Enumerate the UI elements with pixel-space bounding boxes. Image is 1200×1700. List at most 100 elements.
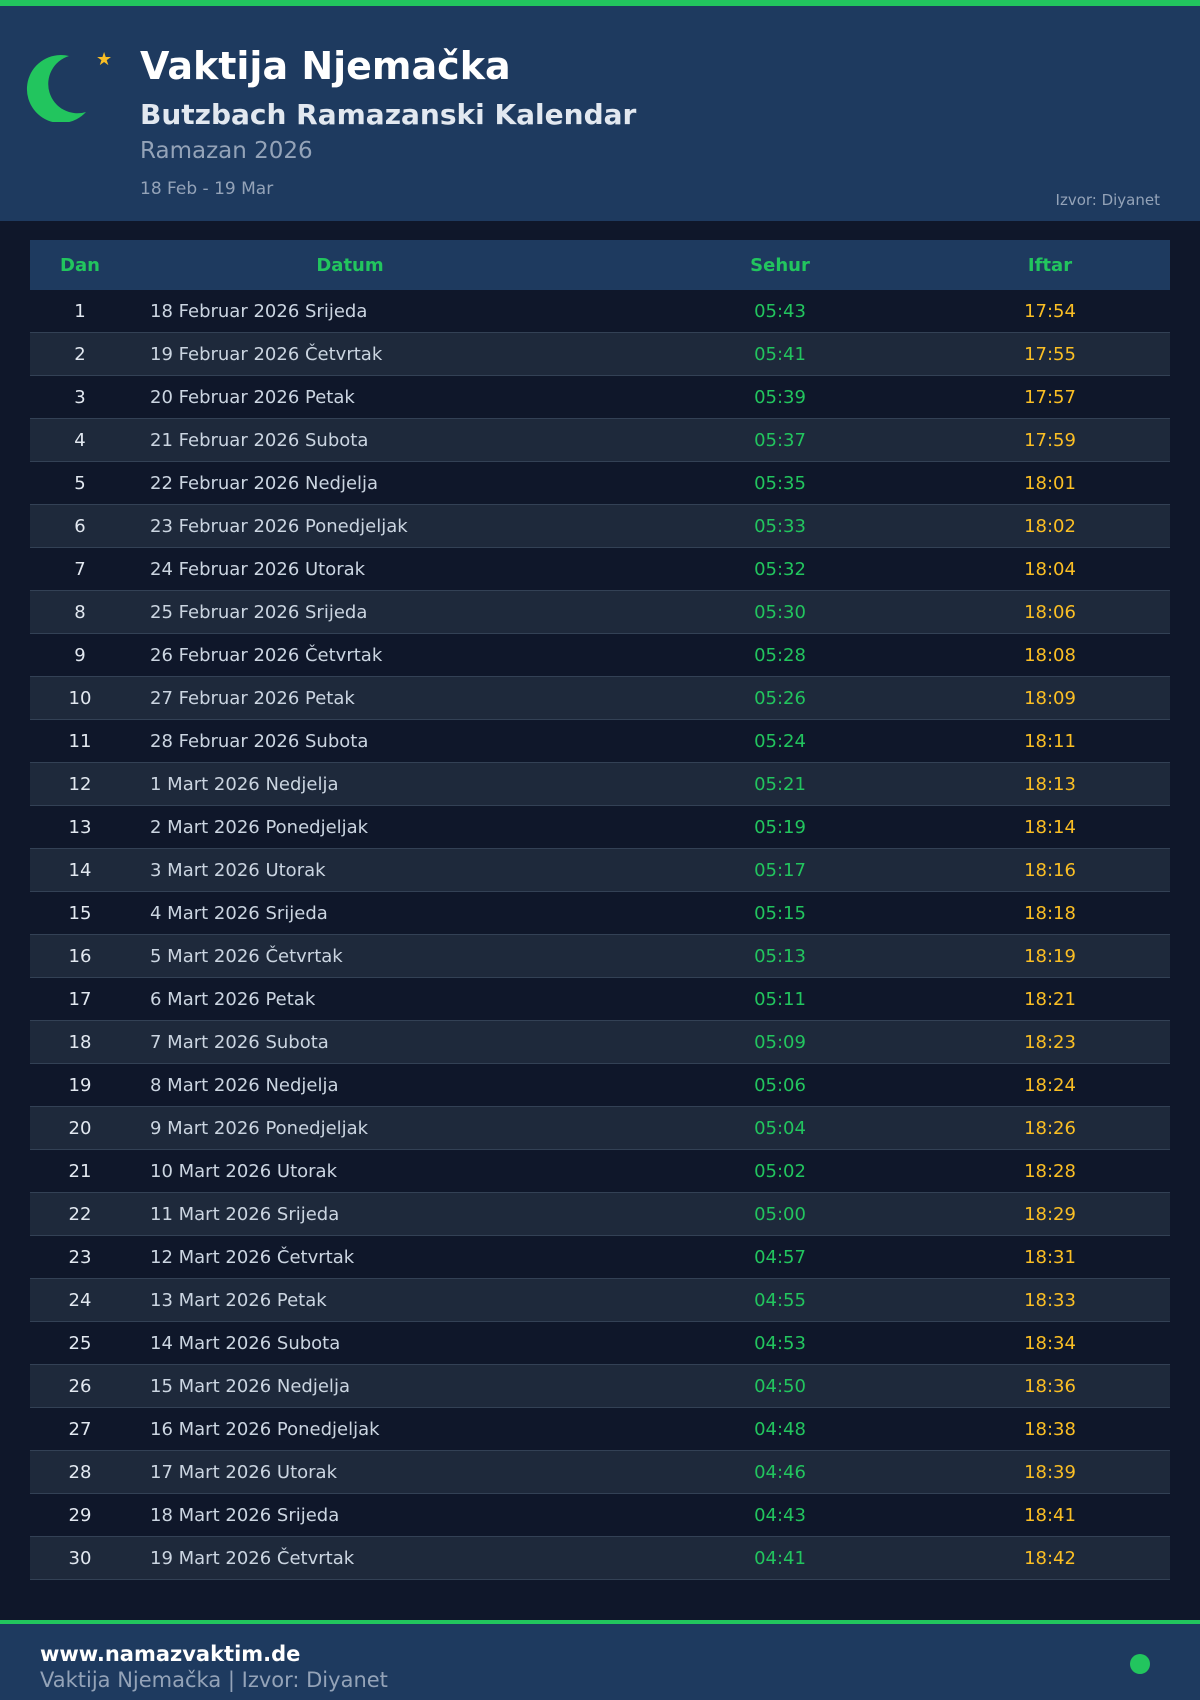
- table-row: 17 6 Mart 2026 Petak 05:11 18:21: [30, 978, 1170, 1021]
- day-number: 26: [68, 1375, 92, 1397]
- table-row: 19 8 Mart 2026 Nedjelja 05:06 18:24: [30, 1064, 1170, 1107]
- day-number: 27: [68, 1418, 92, 1440]
- day-number: 4: [74, 429, 86, 451]
- date: 12 Mart 2026 Četvrtak: [150, 1246, 355, 1268]
- date: 22 Februar 2026 Nedjelja: [150, 472, 379, 494]
- table-row: 3 20 Februar 2026 Petak 05:39 17:57: [30, 376, 1170, 419]
- day-number: 9: [74, 644, 86, 666]
- iftar-time: 17:55: [1024, 343, 1076, 365]
- iftar-time: 18:09: [1024, 687, 1076, 709]
- table-row: 1 18 Februar 2026 Srijeda 05:43 17:54: [30, 290, 1170, 333]
- sehur-time: 04:57: [754, 1246, 806, 1268]
- sehur-time: 05:30: [754, 601, 806, 623]
- iftar-time: 18:29: [1024, 1203, 1076, 1225]
- table-row: 8 25 Februar 2026 Srijeda 05:30 18:06: [30, 591, 1170, 634]
- table-row: 6 23 Februar 2026 Ponedjeljak 05:33 18:02: [30, 505, 1170, 548]
- page-subtitle: Butzbach Ramazanski Kalendar: [140, 98, 637, 131]
- iftar-time: 18:13: [1024, 773, 1076, 795]
- day-number: 6: [74, 515, 86, 537]
- day-number: 3: [74, 386, 86, 408]
- iftar-time: 18:41: [1024, 1504, 1076, 1526]
- date: 19 Mart 2026 Četvrtak: [150, 1547, 355, 1569]
- ramadan-table: Dan Datum Sehur Iftar 1 18 Februar 2026 S…: [30, 240, 1170, 1580]
- day-number: 19: [68, 1074, 92, 1096]
- iftar-time: 18:06: [1024, 601, 1076, 623]
- column-header-datum: Datum: [316, 254, 384, 276]
- day-number: 29: [68, 1504, 92, 1526]
- table-row: 13 2 Mart 2026 Ponedjeljak 05:19 18:14: [30, 806, 1170, 849]
- sehur-time: 05:37: [754, 429, 806, 451]
- date: 7 Mart 2026 Subota: [150, 1031, 329, 1053]
- iftar-time: 18:38: [1024, 1418, 1076, 1440]
- day-number: 14: [68, 859, 92, 881]
- sehur-time: 04:53: [754, 1332, 806, 1354]
- iftar-time: 17:59: [1024, 429, 1076, 451]
- table-row: 7 24 Februar 2026 Utorak 05:32 18:04: [30, 548, 1170, 591]
- iftar-time: 18:28: [1024, 1160, 1076, 1182]
- day-number: 30: [68, 1547, 92, 1569]
- table-row: 28 17 Mart 2026 Utorak 04:46 18:39: [30, 1451, 1170, 1494]
- day-number: 25: [68, 1332, 92, 1354]
- table-row: 21 10 Mart 2026 Utorak 05:02 18:28: [30, 1150, 1170, 1193]
- date: 5 Mart 2026 Četvrtak: [150, 945, 343, 967]
- date: 18 Februar 2026 Srijeda: [150, 300, 368, 322]
- table-row: 11 28 Februar 2026 Subota 05:24 18:11: [30, 720, 1170, 763]
- date: 19 Februar 2026 Četvrtak: [150, 343, 383, 365]
- sehur-time: 05:21: [754, 773, 806, 795]
- date: 16 Mart 2026 Ponedjeljak: [150, 1418, 380, 1440]
- top-accent-bar: [0, 0, 1200, 6]
- day-number: 11: [68, 730, 92, 752]
- date: 15 Mart 2026 Nedjelja: [150, 1375, 350, 1397]
- table-row: 10 27 Februar 2026 Petak 05:26 18:09: [30, 677, 1170, 720]
- iftar-time: 18:19: [1024, 945, 1076, 967]
- source-label: Izvor: Diyanet: [1055, 191, 1160, 209]
- date: 17 Mart 2026 Utorak: [150, 1461, 337, 1483]
- date: 4 Mart 2026 Srijeda: [150, 902, 328, 924]
- table-row: 9 26 Februar 2026 Četvrtak 05:28 18:08: [30, 634, 1170, 677]
- sehur-time: 05:17: [754, 859, 806, 881]
- iftar-time: 18:36: [1024, 1375, 1076, 1397]
- table-row: 4 21 Februar 2026 Subota 05:37 17:59: [30, 419, 1170, 462]
- sehur-time: 05:11: [754, 988, 806, 1010]
- date-range: 18 Feb - 19 Mar: [140, 179, 274, 199]
- table-row: 27 16 Mart 2026 Ponedjeljak 04:48 18:38: [30, 1408, 1170, 1451]
- date: 21 Februar 2026 Subota: [150, 429, 369, 451]
- sehur-time: 05:41: [754, 343, 806, 365]
- table-row: 24 13 Mart 2026 Petak 04:55 18:33: [30, 1279, 1170, 1322]
- day-number: 17: [68, 988, 92, 1010]
- iftar-time: 18:02: [1024, 515, 1076, 537]
- iftar-time: 18:14: [1024, 816, 1076, 838]
- sehur-time: 05:43: [754, 300, 806, 322]
- iftar-time: 18:26: [1024, 1117, 1076, 1139]
- iftar-time: 18:01: [1024, 472, 1076, 494]
- sehur-time: 05:39: [754, 386, 806, 408]
- footer-url[interactable]: www.namazvaktim.de: [40, 1642, 301, 1666]
- date: 8 Mart 2026 Nedjelja: [150, 1074, 339, 1096]
- sehur-time: 04:46: [754, 1461, 806, 1483]
- table-row: 20 9 Mart 2026 Ponedjeljak 05:04 18:26: [30, 1107, 1170, 1150]
- green-dot-icon: [1130, 1654, 1150, 1674]
- sehur-time: 04:43: [754, 1504, 806, 1526]
- date: 6 Mart 2026 Petak: [150, 988, 316, 1010]
- date: 11 Mart 2026 Srijeda: [150, 1203, 340, 1225]
- sehur-time: 05:35: [754, 472, 806, 494]
- iftar-time: 18:42: [1024, 1547, 1076, 1569]
- iftar-time: 18:21: [1024, 988, 1076, 1010]
- sehur-time: 05:02: [754, 1160, 806, 1182]
- sehur-time: 05:26: [754, 687, 806, 709]
- date: 25 Februar 2026 Srijeda: [150, 601, 368, 623]
- iftar-time: 18:33: [1024, 1289, 1076, 1311]
- day-number: 8: [74, 601, 86, 623]
- sehur-time: 05:19: [754, 816, 806, 838]
- iftar-time: 17:57: [1024, 386, 1076, 408]
- date: 3 Mart 2026 Utorak: [150, 859, 326, 881]
- day-number: 15: [68, 902, 92, 924]
- sehur-time: 05:28: [754, 644, 806, 666]
- day-number: 2: [74, 343, 86, 365]
- table-row: 16 5 Mart 2026 Četvrtak 05:13 18:19: [30, 935, 1170, 978]
- date: 24 Februar 2026 Utorak: [150, 558, 366, 580]
- iftar-time: 18:04: [1024, 558, 1076, 580]
- date: 26 Februar 2026 Četvrtak: [150, 644, 383, 666]
- table-row: 15 4 Mart 2026 Srijeda 05:15 18:18: [30, 892, 1170, 935]
- sehur-time: 05:06: [754, 1074, 806, 1096]
